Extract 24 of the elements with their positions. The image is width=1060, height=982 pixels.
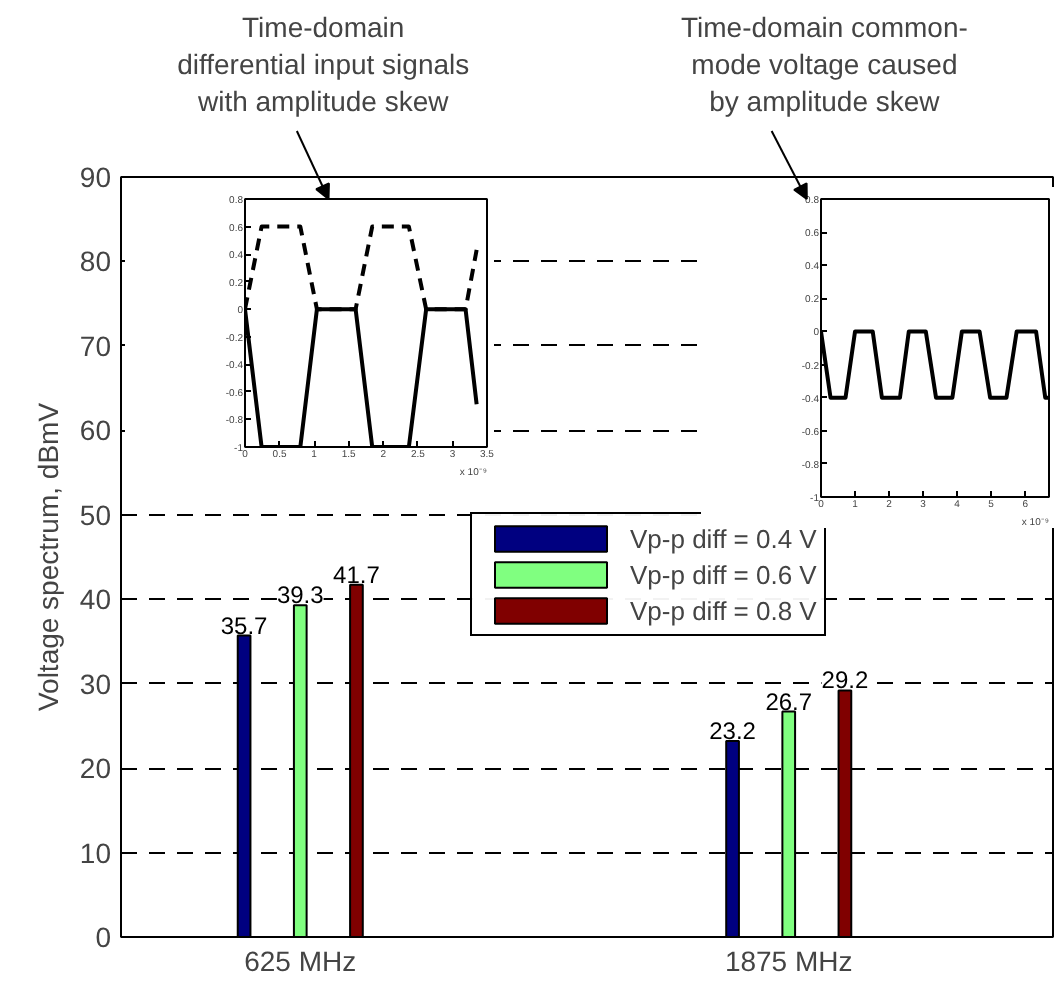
y-tick-label: 10 bbox=[79, 836, 112, 869]
data-label: 41.7 bbox=[333, 560, 381, 589]
y-tick-label: 90 bbox=[79, 161, 112, 193]
data-label: 26.7 bbox=[765, 687, 813, 716]
text: Time-domain common- mode voltage caused by amplitude skew bbox=[680, 11, 969, 117]
data-label: 23.2 bbox=[709, 717, 757, 746]
y-tick-label: 20 bbox=[79, 752, 112, 785]
legend-label: Vp-p diff = 0.6 V bbox=[630, 559, 817, 589]
y-tick-label: 50 bbox=[79, 498, 112, 531]
x-tick-label: 1875 MHz bbox=[724, 945, 853, 977]
data-label: 35.7 bbox=[220, 611, 269, 640]
text: Time-domain differential input signals with amplitude skew bbox=[177, 11, 470, 117]
legend-label: Vp-p diff = 0.8 V bbox=[630, 595, 817, 625]
legend-label: Vp-p diff = 0.4 V bbox=[630, 523, 817, 553]
data-label: 29.2 bbox=[821, 666, 869, 695]
y-tick-label: 40 bbox=[79, 583, 112, 616]
y-tick-label: 0 bbox=[95, 921, 112, 953]
y-tick-label: 80 bbox=[79, 245, 112, 278]
y-axis-title: Voltage spectrum, dBmV bbox=[31, 401, 64, 712]
data-label: 39.3 bbox=[276, 581, 325, 610]
y-tick-label: 70 bbox=[79, 329, 112, 362]
y-tick-label: 30 bbox=[79, 667, 112, 700]
x-tick-label: 625 MHz bbox=[244, 945, 357, 977]
y-tick-label: 60 bbox=[79, 414, 112, 447]
